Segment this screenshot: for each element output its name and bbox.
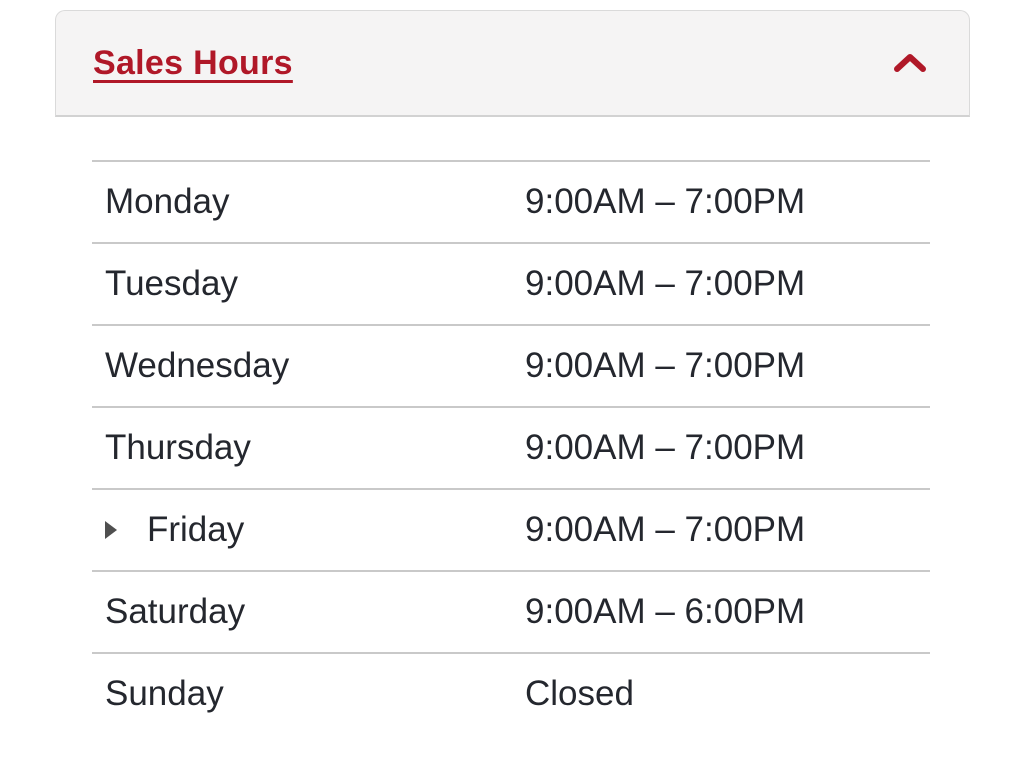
day-text: Thursday [105,428,251,467]
day-text: Sunday [105,674,224,713]
today-marker-icon [105,521,117,539]
day-label: Sunday [92,674,525,714]
day-text: Friday [147,510,245,549]
chevron-up-icon[interactable] [893,52,927,74]
hours-row-thursday: Thursday 9:00AM – 7:00PM [92,406,930,488]
day-text: Monday [105,182,230,221]
hours-value: 9:00AM – 6:00PM [525,592,806,631]
day-label: Tuesday [92,264,525,304]
hours-row-saturday: Saturday 9:00AM – 6:00PM [92,570,930,652]
hours-value: 9:00AM – 7:00PM [525,182,806,221]
day-label: Wednesday [92,346,525,386]
hours-row-tuesday: Tuesday 9:00AM – 7:00PM [92,242,930,324]
hours-row-friday: Friday 9:00AM – 7:00PM [92,488,930,570]
day-text: Tuesday [105,264,238,303]
sales-hours-header[interactable]: Sales Hours [55,10,970,117]
day-label: Saturday [92,592,525,632]
day-text: Saturday [105,592,246,631]
hours-value: Closed [525,674,634,713]
hours-row-wednesday: Wednesday 9:00AM – 7:00PM [92,324,930,406]
hours-value: 9:00AM – 7:00PM [525,264,806,303]
day-label: Thursday [92,428,525,468]
hours-table: Monday 9:00AM – 7:00PM Tuesday 9:00AM – … [92,160,930,734]
day-label: Friday [92,510,525,550]
sales-hours-link[interactable]: Sales Hours [93,43,293,82]
day-text: Wednesday [105,346,290,385]
hours-value: 9:00AM – 7:00PM [525,428,806,467]
hours-value: 9:00AM – 7:00PM [525,346,806,385]
hours-value: 9:00AM – 7:00PM [525,510,806,549]
hours-row-monday: Monday 9:00AM – 7:00PM [92,160,930,242]
day-label: Monday [92,182,525,222]
hours-row-sunday: Sunday Closed [92,652,930,734]
